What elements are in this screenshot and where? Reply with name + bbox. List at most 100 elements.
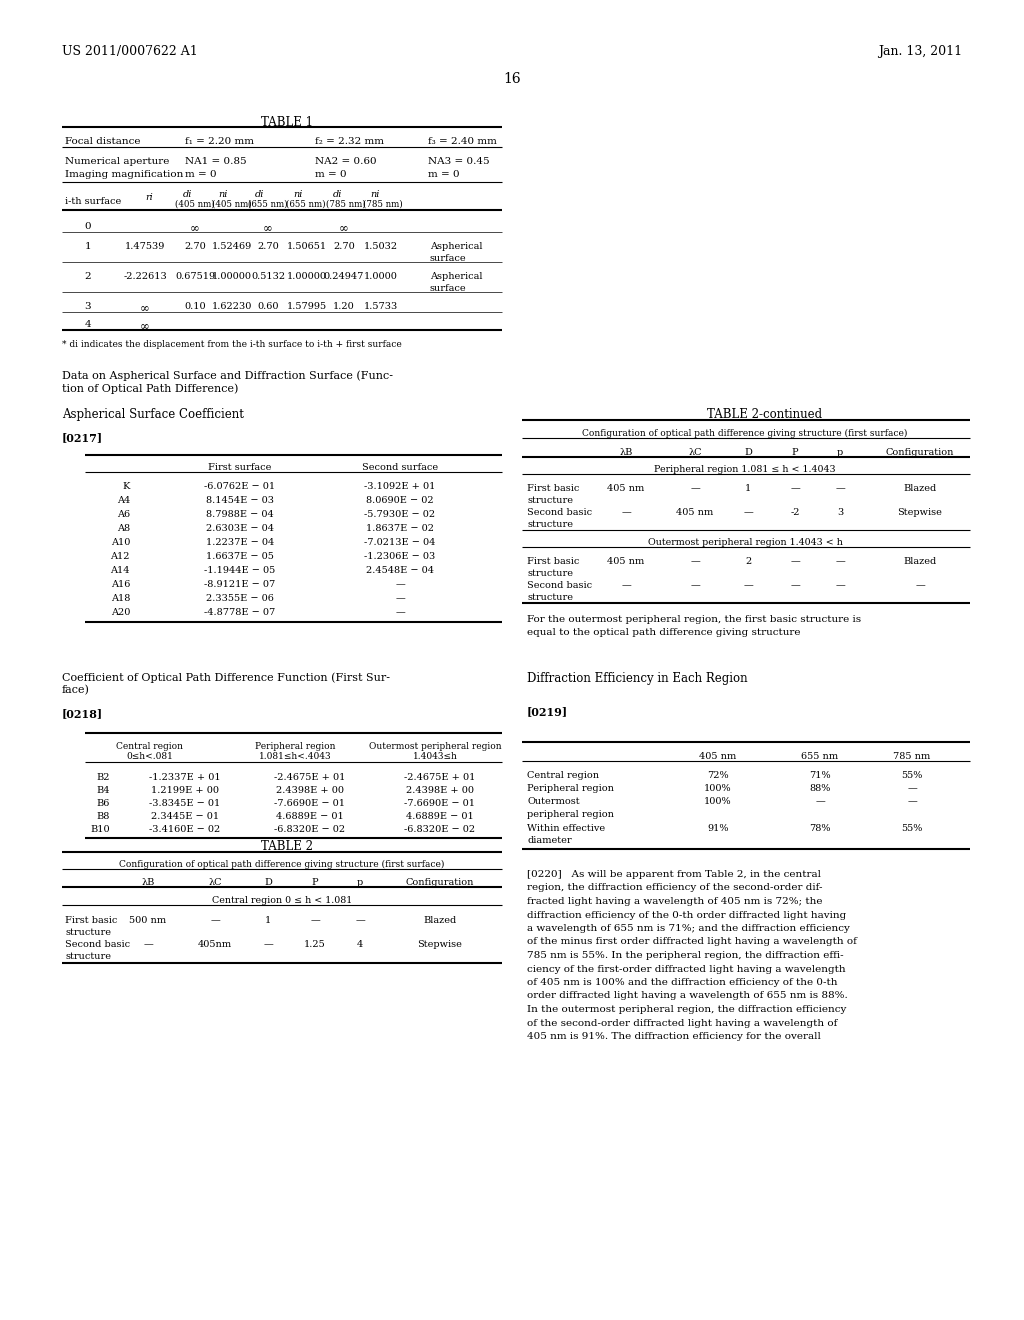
Text: -5.7930E − 02: -5.7930E − 02 <box>365 510 435 519</box>
Text: —: — <box>690 484 699 492</box>
Text: 3: 3 <box>85 302 91 312</box>
Text: —: — <box>210 916 220 925</box>
Text: Second basic: Second basic <box>527 508 592 517</box>
Text: 100%: 100% <box>705 784 732 793</box>
Text: 785 nm: 785 nm <box>893 752 931 762</box>
Text: Central region 0 ≤ h < 1.081: Central region 0 ≤ h < 1.081 <box>212 896 352 906</box>
Text: B4: B4 <box>96 785 110 795</box>
Text: A10: A10 <box>111 539 130 546</box>
Text: Second basic: Second basic <box>527 581 592 590</box>
Text: * di indicates the displacement from the i-th surface to i-th + first surface: * di indicates the displacement from the… <box>62 341 401 348</box>
Text: A20: A20 <box>111 609 130 616</box>
Text: 1.6637E − 05: 1.6637E − 05 <box>206 552 274 561</box>
Text: structure: structure <box>527 593 573 602</box>
Text: 1.081≤h<.4043: 1.081≤h<.4043 <box>259 752 332 762</box>
Text: di: di <box>183 190 193 199</box>
Text: 2.70: 2.70 <box>257 242 279 251</box>
Text: ∞: ∞ <box>140 302 150 315</box>
Text: 1.62230: 1.62230 <box>212 302 252 312</box>
Text: —: — <box>310 916 319 925</box>
Text: 1.0000: 1.0000 <box>365 272 398 281</box>
Text: 2.3445E − 01: 2.3445E − 01 <box>151 812 219 821</box>
Text: Central region: Central region <box>117 742 183 751</box>
Text: —: — <box>743 581 753 590</box>
Text: D: D <box>744 447 752 457</box>
Text: —: — <box>815 797 825 807</box>
Text: 1.47539: 1.47539 <box>125 242 165 251</box>
Text: 1.50651: 1.50651 <box>287 242 327 251</box>
Text: 8.0690E − 02: 8.0690E − 02 <box>367 496 434 506</box>
Text: D: D <box>264 878 272 887</box>
Text: surface: surface <box>430 284 467 293</box>
Text: [0217]: [0217] <box>62 432 103 444</box>
Text: ni: ni <box>370 190 379 199</box>
Text: A18: A18 <box>111 594 130 603</box>
Text: In the outermost peripheral region, the diffraction efficiency: In the outermost peripheral region, the … <box>527 1005 847 1014</box>
Text: 0.67519: 0.67519 <box>175 272 215 281</box>
Text: Aspherical: Aspherical <box>430 242 482 251</box>
Text: (405 nm): (405 nm) <box>212 201 252 209</box>
Text: First basic: First basic <box>65 916 118 925</box>
Text: —: — <box>836 557 845 566</box>
Text: f₃ = 2.40 mm: f₃ = 2.40 mm <box>428 137 497 147</box>
Text: 2.4398E + 00: 2.4398E + 00 <box>406 785 474 795</box>
Text: 1: 1 <box>85 242 91 251</box>
Text: TABLE 2: TABLE 2 <box>261 840 313 853</box>
Text: Blazed: Blazed <box>423 916 457 925</box>
Text: 1.5733: 1.5733 <box>364 302 398 312</box>
Text: —: — <box>690 557 699 566</box>
Text: For the outermost peripheral region, the first basic structure is: For the outermost peripheral region, the… <box>527 615 861 624</box>
Text: Outermost peripheral region: Outermost peripheral region <box>369 742 502 751</box>
Text: 655 nm: 655 nm <box>802 752 839 762</box>
Text: Outermost peripheral region 1.4043 < h: Outermost peripheral region 1.4043 < h <box>647 539 843 546</box>
Text: Configuration: Configuration <box>406 878 474 887</box>
Text: ciency of the first-order diffracted light having a wavelength: ciency of the first-order diffracted lig… <box>527 965 846 974</box>
Text: 4: 4 <box>357 940 364 949</box>
Text: 0.10: 0.10 <box>184 302 206 312</box>
Text: peripheral region: peripheral region <box>527 810 613 818</box>
Text: 0.5132: 0.5132 <box>251 272 285 281</box>
Text: 4.6889E − 01: 4.6889E − 01 <box>276 812 344 821</box>
Text: -4.8778E − 07: -4.8778E − 07 <box>205 609 275 616</box>
Text: Central region: Central region <box>527 771 599 780</box>
Text: —: — <box>791 484 800 492</box>
Text: —: — <box>143 940 153 949</box>
Text: -6.8320E − 02: -6.8320E − 02 <box>274 825 345 834</box>
Text: 16: 16 <box>503 73 521 86</box>
Text: Aspherical Surface Coefficient: Aspherical Surface Coefficient <box>62 408 244 421</box>
Text: diffraction efficiency of the 0-th order diffracted light having: diffraction efficiency of the 0-th order… <box>527 911 846 920</box>
Text: 405 nm: 405 nm <box>677 508 714 517</box>
Text: λC: λC <box>208 878 222 887</box>
Text: 3: 3 <box>837 508 843 517</box>
Text: K: K <box>123 482 130 491</box>
Text: surface: surface <box>430 253 467 263</box>
Text: (405 nm): (405 nm) <box>175 201 215 209</box>
Text: ri: ri <box>145 193 153 202</box>
Text: p: p <box>357 878 364 887</box>
Text: 1.2199E + 00: 1.2199E + 00 <box>151 785 219 795</box>
Text: 100%: 100% <box>705 797 732 807</box>
Text: Configuration of optical path difference giving structure (first surface): Configuration of optical path difference… <box>583 429 907 438</box>
Text: —: — <box>836 581 845 590</box>
Text: A4: A4 <box>117 496 130 506</box>
Text: 88%: 88% <box>809 784 830 793</box>
Text: -8.9121E − 07: -8.9121E − 07 <box>205 579 275 589</box>
Text: 405 nm is 91%. The diffraction efficiency for the overall: 405 nm is 91%. The diffraction efficienc… <box>527 1032 821 1041</box>
Text: ni: ni <box>218 190 227 199</box>
Text: 405 nm: 405 nm <box>607 484 645 492</box>
Text: 2.70: 2.70 <box>184 242 206 251</box>
Text: i-th surface: i-th surface <box>65 197 121 206</box>
Text: 71%: 71% <box>809 771 830 780</box>
Text: —: — <box>915 581 925 590</box>
Text: 1.20: 1.20 <box>333 302 355 312</box>
Text: —: — <box>622 508 631 517</box>
Text: 1.8637E − 02: 1.8637E − 02 <box>366 524 434 533</box>
Text: A12: A12 <box>111 552 130 561</box>
Text: 1: 1 <box>744 484 752 492</box>
Text: face): face) <box>62 685 90 696</box>
Text: 72%: 72% <box>708 771 729 780</box>
Text: diameter: diameter <box>527 836 571 845</box>
Text: structure: structure <box>527 569 573 578</box>
Text: —: — <box>907 797 916 807</box>
Text: A16: A16 <box>111 579 130 589</box>
